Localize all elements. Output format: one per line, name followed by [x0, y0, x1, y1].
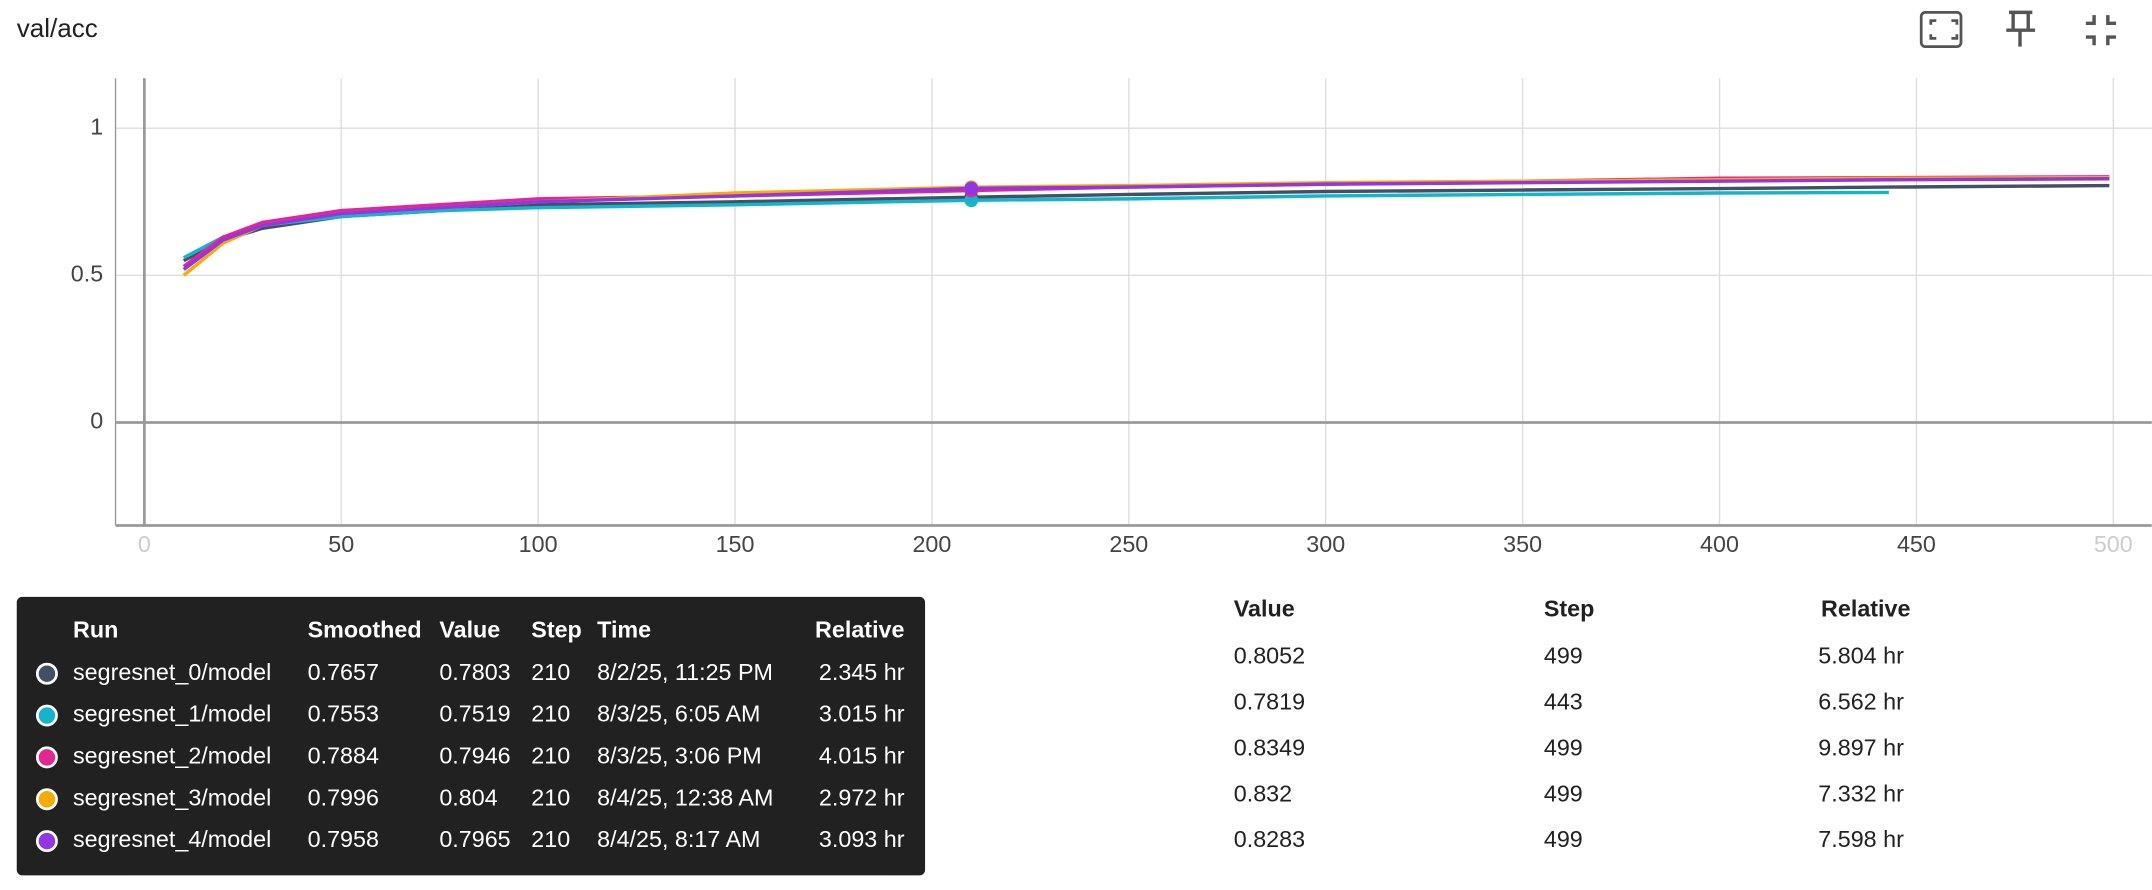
table-header: Step [1544, 596, 1595, 622]
series-line [182, 190, 1889, 260]
x-tick-label: 150 [716, 531, 755, 557]
table-header: Value [1234, 596, 1295, 622]
table-cell: 499 [1544, 734, 1583, 760]
tooltip-cell: 2.345 hr [819, 659, 905, 685]
tooltip-cell: 8/2/25, 11:25 PM [597, 659, 773, 685]
tooltip-cell: 0.7553 [308, 701, 379, 727]
chart-title: val/acc [17, 13, 98, 43]
hover-marker [964, 193, 979, 208]
tooltip-header: Smoothed [308, 616, 422, 642]
tooltip-cell: 210 [531, 659, 570, 685]
series-line [182, 175, 2110, 268]
table-cell: 499 [1544, 642, 1583, 668]
tooltip-cell: segresnet_4/model [73, 826, 271, 852]
run-dot [35, 704, 58, 727]
fit-icon[interactable] [1919, 10, 1963, 49]
table-cell: 499 [1544, 826, 1583, 852]
table-cell: 0.8052 [1234, 642, 1305, 668]
tooltip-cell: 8/4/25, 12:38 AM [597, 784, 773, 810]
y-tick-label: 1 [90, 113, 103, 139]
tooltip-cell: 210 [531, 701, 570, 727]
x-tick-label: 250 [1109, 531, 1148, 557]
table-cell: 0.8283 [1234, 826, 1305, 852]
x-tick-label: 400 [1700, 531, 1739, 557]
y-tick-label: 0.5 [71, 261, 103, 287]
tooltip-cell: 0.7946 [439, 743, 510, 769]
run-dot [35, 830, 58, 853]
tooltip-cell: 210 [531, 743, 570, 769]
tooltip-cell: 0.7996 [308, 784, 379, 810]
tooltip-header: Value [439, 616, 500, 642]
run-dot [35, 662, 58, 685]
table-cell: 0.832 [1234, 780, 1292, 806]
table-cell: 0.7819 [1234, 688, 1305, 714]
tooltip-header: Run [73, 616, 118, 642]
x-tick-label: 500 [2094, 531, 2133, 557]
tooltip-cell: 3.093 hr [819, 826, 905, 852]
x-tick-label: 0 [138, 531, 151, 557]
plot: 0 50 100 150 200 250 300 350 400 450 500 0 0.5 1 [71, 78, 2152, 557]
tooltip-bg [16, 596, 926, 876]
tooltip-cell: segresnet_3/model [73, 784, 271, 810]
tooltip-cell: 0.804 [439, 784, 497, 810]
table-cell: 499 [1544, 780, 1583, 806]
tooltip-cell: segresnet_2/model [73, 743, 271, 769]
x-tick-label: 350 [1503, 531, 1542, 557]
hover-marker [964, 181, 979, 196]
table-cell: 5.804 hr [1818, 642, 1904, 668]
series-line [182, 183, 2110, 263]
tooltip-cell: 0.7803 [439, 659, 510, 685]
tooltip-cell: 210 [531, 826, 570, 852]
x-tick-label: 200 [912, 531, 951, 557]
tooltip-cell: segresnet_1/model [73, 701, 271, 727]
tooltip-cell: 0.7519 [439, 701, 510, 727]
x-tick-label: 450 [1897, 531, 1936, 557]
tooltip-cell: 3.015 hr [819, 701, 905, 727]
tooltip-cell: 0.7965 [439, 826, 510, 852]
table-cell: 6.562 hr [1818, 688, 1904, 714]
tooltip-cell: 0.7884 [308, 743, 379, 769]
tooltip-cell: 4.015 hr [819, 743, 905, 769]
run-dot [35, 788, 58, 811]
tooltip-header: Relative [815, 616, 904, 642]
y-tick-label: 0 [90, 408, 103, 434]
collapse-icon[interactable] [2085, 15, 2117, 46]
tooltip-cell: 210 [531, 784, 570, 810]
tooltip-cell: 0.7958 [308, 826, 379, 852]
tooltip-cell: 2.972 hr [819, 784, 905, 810]
table-cell: 0.8349 [1234, 734, 1305, 760]
run-dot [35, 746, 58, 769]
table-cell: 7.598 hr [1818, 826, 1904, 852]
series-line [182, 177, 2110, 271]
table-cell: 7.332 hr [1818, 780, 1904, 806]
tooltip-cell: segresnet_0/model [73, 659, 271, 685]
tooltip-cell: 8/3/25, 6:05 AM [597, 701, 760, 727]
x-tick-label: 300 [1306, 531, 1345, 557]
table-cell: 9.897 hr [1818, 734, 1904, 760]
tooltip-header: Step [531, 616, 582, 642]
table-header: Relative [1821, 596, 1910, 622]
table-cell: 443 [1544, 688, 1583, 714]
tooltip: Run Smoothed Value Step Time Relative segresne… [16, 596, 926, 876]
x-tick-label: 50 [328, 531, 354, 557]
tooltip-cell: 8/3/25, 3:06 PM [597, 743, 762, 769]
x-tick-label: 100 [519, 531, 558, 557]
tooltip-header: Time [597, 616, 651, 642]
pin-icon[interactable] [2006, 10, 2036, 47]
tooltip-cell: 8/4/25, 8:17 AM [597, 826, 760, 852]
tooltip-cell: 0.7657 [308, 659, 379, 685]
